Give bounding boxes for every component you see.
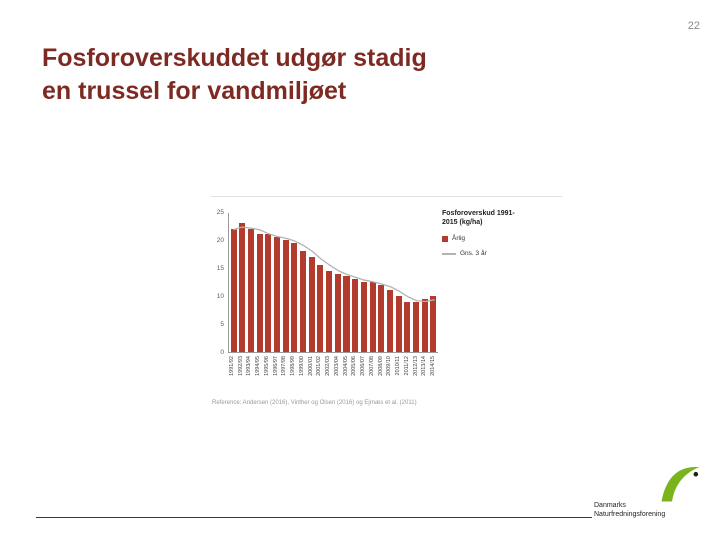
chart-legend-title: Fosforoverskud 1991-2015 (kg/ha) [442, 210, 515, 227]
bar-annual-value [256, 234, 263, 352]
x-axis-tick-label: 2000/01 [307, 356, 314, 376]
y-axis-tick-label: 20 [216, 237, 224, 244]
x-axis-tick-label: 2009/10 [386, 356, 393, 376]
bar-annual-value [282, 240, 289, 352]
slide-title-line1: Fosforoverskuddet udgør stadig [42, 44, 427, 72]
x-axis-tick-label: 2011/12 [403, 356, 410, 376]
bar-annual-value [273, 237, 281, 352]
bar-annual-value [378, 284, 385, 352]
x-axis-tick-label: 1998/99 [290, 356, 297, 376]
organization-name: Danmarks Naturfredningsforening [594, 501, 665, 519]
legend-item-average-label: Gns. 3 år [460, 250, 487, 258]
legend-bar-swatch-icon [442, 235, 448, 242]
y-axis-tick-label: 5 [220, 321, 224, 328]
x-axis-tick-label: 2001/02 [316, 356, 323, 376]
x-axis-tick-label: 1993/94 [246, 356, 253, 376]
chart-plot-area [228, 213, 438, 353]
slide-title: Fosforoverskuddet udgør stadig en trussel… [42, 42, 427, 107]
bar-annual-value [265, 234, 272, 352]
legend-item-annual: Årlig [442, 235, 554, 242]
bar-annual-value [343, 276, 350, 352]
organization-name-line1: Danmarks [594, 502, 626, 509]
x-axis-tick-label: 1996/97 [272, 356, 279, 376]
x-axis-tick-label: 2005/06 [351, 356, 358, 376]
page-number: 22 [687, 20, 700, 32]
bar-annual-value [326, 270, 333, 352]
bar-annual-value [352, 279, 359, 352]
dn-logo-icon [661, 466, 700, 502]
x-axis-tick-label: 2003/04 [333, 356, 340, 376]
x-axis-tick-label: 1992/93 [237, 356, 244, 376]
x-axis-tick-label: 2006/07 [360, 356, 367, 376]
bar-annual-value [369, 282, 376, 352]
bar-annual-value [430, 296, 437, 352]
chart-legend: Fosforoverskud 1991-2015 (kg/ha) Årlig G… [442, 209, 554, 257]
bar-annual-value [239, 223, 246, 352]
x-axis-tick-label: 2012/13 [412, 356, 419, 376]
moving-average-line [233, 226, 435, 303]
x-axis-tick-label: 1994/95 [255, 356, 262, 376]
phosphorus-surplus-chart: 0 5 10 15 20 25 1991/92 1992/93 1993/94 1994/95 1… [210, 196, 562, 412]
bar-annual-value [360, 282, 367, 352]
footer-divider [36, 517, 592, 518]
bar-annual-value [247, 228, 254, 352]
x-axis-tick-label: 1997/98 [281, 356, 288, 376]
bar-annual-value [317, 265, 324, 352]
bar-annual-value [308, 256, 315, 352]
y-axis-tick-label: 10 [216, 293, 224, 300]
x-axis-tick-label: 1991/92 [228, 356, 235, 376]
bar-annual-value [291, 242, 298, 352]
x-axis-tick-label: 2010/11 [395, 356, 402, 376]
slide-title-line2: en trussel for vandmiljøet [42, 76, 347, 105]
bar-annual-value [334, 273, 341, 352]
legend-item-annual-label: Årlig [452, 235, 466, 243]
x-axis-tick-label: 2008/09 [377, 356, 384, 376]
y-axis-tick-label: 0 [220, 349, 224, 356]
x-axis-tick-label: 2004/05 [342, 356, 349, 376]
legend-item-average: Gns. 3 år [442, 250, 554, 257]
bar-annual-value [230, 228, 237, 352]
x-axis-tick-label: 2007/08 [368, 356, 375, 376]
y-axis: 0 5 10 15 20 25 [210, 197, 224, 357]
y-axis-tick-label: 25 [216, 209, 224, 216]
bar-annual-value [412, 301, 420, 352]
y-axis-tick-label: 15 [216, 265, 224, 272]
chart-reference-text: Reference: Andersen (2016), Vinther og O… [212, 400, 417, 406]
x-axis: 1991/92 1992/93 1993/94 1994/95 1995/96 1996/… [228, 355, 438, 397]
x-axis-tick-label: 2002/03 [325, 356, 332, 376]
x-axis-tick-label: 1995/96 [263, 356, 270, 376]
x-axis-tick-label: 1999/00 [298, 356, 305, 376]
bar-series [229, 213, 438, 352]
bar-annual-value [300, 251, 307, 352]
x-axis-tick-label: 2013/14 [421, 356, 428, 376]
legend-line-swatch-icon [442, 252, 456, 255]
bar-annual-value [395, 296, 402, 352]
bar-annual-value [404, 301, 411, 352]
organization-name-line2: Naturfredningsforening [594, 511, 666, 519]
x-axis-tick-label: 2014/15 [430, 356, 437, 376]
bar-annual-value [386, 290, 393, 352]
bar-annual-value [421, 298, 428, 352]
